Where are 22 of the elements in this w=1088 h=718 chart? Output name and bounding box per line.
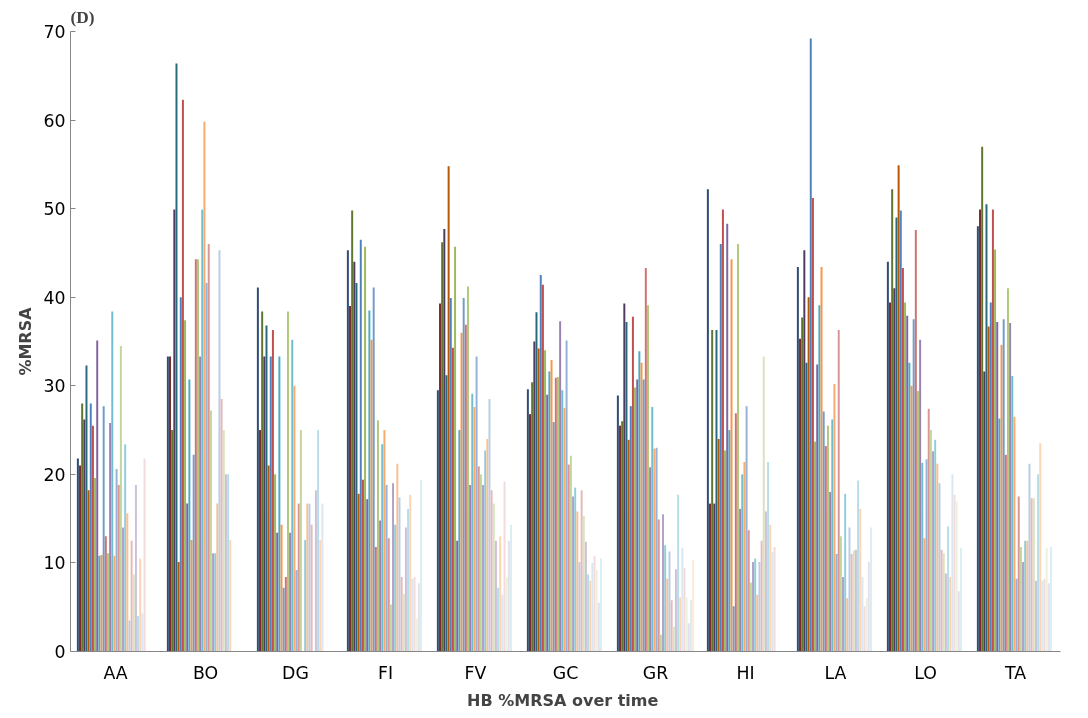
x-tick-label: FV <box>464 662 487 683</box>
x-tick-label: FI <box>377 662 394 683</box>
y-tick-label: 30 <box>43 376 66 397</box>
text: (D) <box>70 7 95 27</box>
x-tick-label: LO <box>914 662 937 683</box>
x-tick-label: TA <box>1003 662 1027 683</box>
y-tick-label: 70 <box>43 22 66 42</box>
x-tick-label: GC <box>552 662 579 683</box>
x-tick-label: LA <box>824 662 847 683</box>
y-tick-label: 0 <box>54 642 66 662</box>
y-axis-title: %MRSA <box>16 306 36 376</box>
y-tick-label: 10 <box>43 553 66 574</box>
x-tick-label: BO <box>192 662 219 683</box>
x-tick-label: AA <box>103 662 128 683</box>
x-axis-title: HB %MRSA over time <box>467 690 659 710</box>
y-tick-label: 60 <box>43 110 66 131</box>
x-tick-label: HI <box>736 662 755 683</box>
x-tick-label: GR <box>642 662 669 683</box>
y-tick-label: 50 <box>43 199 66 220</box>
y-tick-label: 20 <box>43 464 66 485</box>
x-tick-label: DG <box>282 662 309 683</box>
y-tick-label: 40 <box>43 287 66 308</box>
